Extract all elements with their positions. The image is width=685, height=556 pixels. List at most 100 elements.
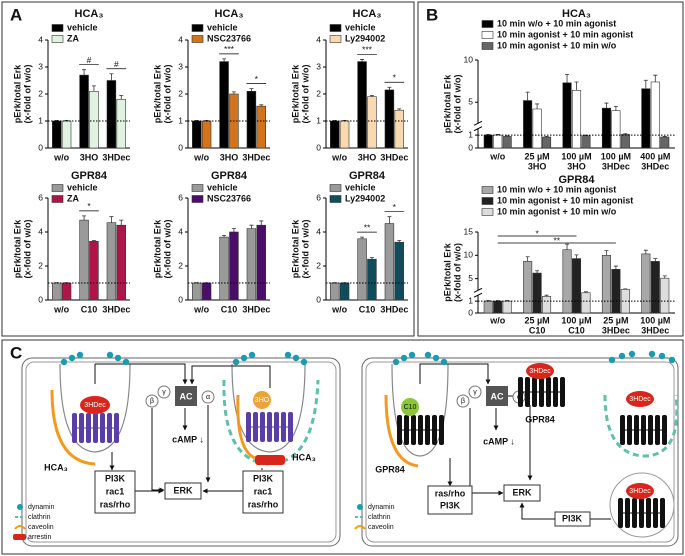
arrow: [419, 363, 491, 385]
significance-label: *: [87, 201, 91, 211]
x-tick-label: 100 µM: [640, 315, 670, 325]
receptors: [72, 412, 293, 443]
significance-label: *: [535, 228, 539, 238]
bar: [330, 120, 340, 149]
chart-title: HCA₃: [215, 8, 244, 20]
legend-label: dynamin: [368, 504, 395, 511]
dynamin: [392, 358, 400, 366]
y-tick-label: 1: [316, 115, 321, 125]
y-tick-label: 0: [38, 142, 43, 152]
erk-box: [164, 482, 202, 500]
bar: [339, 120, 350, 149]
bar: [581, 135, 591, 149]
legend-label: 10 min agonist + 10 min agonist: [497, 195, 633, 205]
x-tick-label: 3HO: [220, 152, 239, 162]
bar: [219, 61, 229, 149]
vesicle: [391, 363, 449, 457]
error-bar: [535, 103, 540, 109]
panel-label: A: [10, 5, 22, 24]
x-tick-label: 3HDec: [242, 152, 270, 162]
legend-swatch: [191, 184, 204, 192]
error-bar: [91, 240, 96, 242]
legend-label: ZA: [67, 193, 79, 203]
vesicle: [609, 472, 675, 538]
panel-c-frame: [1, 339, 684, 555]
significance-label: ***: [224, 44, 235, 54]
x-tick-label: 3HDec: [641, 161, 669, 171]
charts: HCA₃ pErk/total Erk (x-fold of w/o) 0 1 2 3 4 ve…: [12, 8, 675, 335]
significance-label: *: [255, 74, 259, 84]
y-tick-label: 4: [316, 34, 321, 44]
dynamin: [240, 354, 248, 362]
y-axis-label: (x-fold of w/o): [162, 65, 172, 124]
legend-swatch: [481, 197, 494, 205]
dynamin: [292, 354, 300, 362]
panel-label: C: [10, 343, 22, 362]
bar: [246, 91, 257, 149]
legend-label: Ly294002: [345, 193, 385, 203]
legend-swatch: [191, 24, 204, 32]
g-alpha: α: [206, 394, 210, 401]
y-tick-label: 4: [178, 34, 183, 44]
error-bar: [387, 216, 392, 224]
error-bar: [535, 270, 540, 274]
axis-break: [473, 126, 483, 132]
chart-title: HCA₃: [562, 8, 591, 20]
dynamin: [618, 352, 626, 360]
error-bar: [613, 106, 618, 111]
significance-label: #: [114, 59, 119, 69]
camp: cAMP ↓: [172, 434, 204, 444]
y-tick-label: 0: [468, 307, 473, 317]
bar: [660, 277, 670, 314]
error-bar: [653, 258, 658, 262]
error-bar: [623, 133, 628, 135]
x-tick-label: w/o: [489, 151, 506, 161]
error-bar: [231, 228, 236, 232]
legend-label: vehicle: [67, 182, 98, 192]
y-tick-label: 6: [178, 192, 183, 202]
legend-caveolin: [14, 525, 26, 530]
chart-title: HCA₃: [75, 8, 104, 20]
ligand-label: C10: [404, 404, 417, 411]
error-bar: [662, 275, 667, 279]
y-tick-label: 0: [468, 142, 473, 152]
error-bar: [662, 135, 667, 138]
error-bar: [505, 135, 510, 137]
bar: [89, 241, 99, 301]
error-bar: [643, 249, 648, 254]
bar: [650, 81, 660, 149]
y-tick-label: 3: [178, 61, 183, 71]
y-tick-label: 2: [316, 88, 321, 98]
ac-label: AC: [180, 391, 193, 401]
error-bar: [259, 220, 264, 226]
y-tick-label: 5: [468, 96, 473, 106]
y-axis-label: pErk/total Erk: [442, 242, 452, 302]
diagram: AC β γ α cAMP ↓ ERK PI3K rac1 ras/rho PI…: [13, 350, 679, 547]
error-bar: [653, 74, 658, 82]
error-bar: [604, 102, 609, 109]
dynamin: [106, 351, 114, 359]
arrestin: [255, 455, 285, 465]
legend-label: vehicle: [67, 22, 98, 32]
bar: [493, 134, 503, 149]
error-bar: [231, 91, 236, 94]
legend-arrestin: [13, 534, 26, 540]
dynamin: [68, 354, 76, 362]
x-tick-label: 3HDec: [242, 304, 270, 314]
bar: [611, 269, 621, 314]
dynamin: [424, 351, 432, 359]
dynamin: [648, 350, 656, 358]
bar: [229, 231, 239, 301]
bar: [89, 91, 99, 149]
legend-label: clathrin: [28, 514, 51, 521]
pathway: ras/rho: [248, 499, 279, 509]
ligand: [401, 398, 419, 416]
bar: [532, 272, 542, 314]
bar: [201, 120, 212, 149]
bar: [394, 241, 404, 301]
error-bar: [194, 120, 199, 121]
y-tick-label: 4: [38, 34, 43, 44]
bar: [523, 100, 533, 149]
pathway: PI3K: [105, 473, 126, 483]
legend-caveolin: [354, 525, 366, 530]
